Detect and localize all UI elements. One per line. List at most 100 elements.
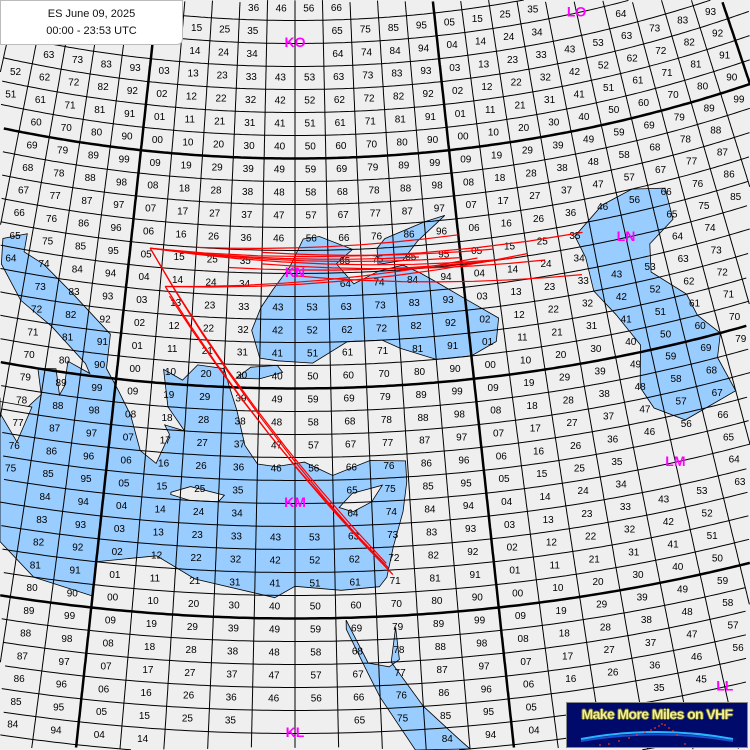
grid-square-label: 16 [175, 229, 187, 240]
grid-square-label: 61 [335, 118, 347, 129]
grid-square-label: 25 [500, 10, 512, 21]
grid-square-label: 93 [102, 291, 114, 302]
grid-square-label: 28 [526, 168, 538, 179]
qso-path [150, 247, 503, 266]
grid-square-label: 96 [110, 223, 122, 234]
grid-square-label: 63 [333, 72, 345, 83]
grid-square-label: 65 [354, 716, 366, 727]
grid-square-label: 85 [75, 242, 87, 253]
grid-square-label: 93 [465, 524, 477, 535]
qso-path [150, 247, 461, 263]
grid-square-label: 63 [678, 254, 690, 265]
grid-square-label: 75 [385, 484, 397, 495]
grid-square-label: 82 [393, 92, 405, 103]
grid-square-label: 75 [5, 464, 17, 475]
grid-square-label: 47 [273, 211, 285, 222]
grid-square-label: 96 [458, 455, 470, 466]
grid-square-label: 25 [207, 254, 219, 265]
latitude-line [1, 372, 750, 435]
grid-square-label: 85 [10, 697, 22, 708]
grid-square-label: 35 [527, 5, 539, 16]
grid-square-label: 72 [31, 305, 43, 316]
grid-square-label: 77 [395, 668, 407, 679]
longitude-line [488, 0, 604, 748]
grid-square-label: 79 [380, 392, 392, 403]
longitude-line [545, 1, 694, 750]
grid-square-label: 81 [62, 333, 74, 344]
grid-square-label: 73 [375, 300, 387, 311]
horizon-graphic [580, 723, 734, 746]
grid-square-label: 03 [477, 291, 489, 302]
grid-square-label: 89 [88, 150, 100, 161]
grid-square-label: 88 [435, 642, 447, 653]
grid-square-label: 90 [449, 364, 461, 375]
longitude-line [404, 1, 471, 749]
qso-paths [149, 231, 583, 575]
field-label: LL [716, 678, 734, 694]
latitude-line [2, 396, 748, 458]
grid-square-label: 64 [347, 509, 359, 520]
grid-square-label: 19 [146, 619, 158, 630]
grid-square-label: 67 [338, 210, 350, 221]
grid-square-label: 61 [689, 299, 701, 310]
grid-square-label: 85 [388, 23, 400, 34]
latitude-line [1, 180, 749, 251]
grid-square-label: 72 [376, 323, 388, 334]
grid-square-label: 51 [603, 83, 615, 94]
grid-square-label: 95 [53, 703, 65, 714]
grid-square-label: 08 [103, 639, 115, 650]
grid-square-label: 80 [431, 596, 443, 607]
grid-square-label: 27 [209, 208, 221, 219]
grid-square-label: 04 [447, 40, 459, 51]
grid-square-label: 70 [378, 369, 390, 380]
grid-square-label: 90 [472, 593, 484, 604]
grid-square-label: 07 [493, 429, 505, 440]
grid-square-label: 80 [59, 355, 71, 366]
latitude-line [1, 657, 747, 711]
grid-square-label: 22 [511, 78, 523, 89]
grid-square-label: 01 [482, 337, 494, 348]
grid-square-label: 00 [457, 132, 469, 143]
grid-square-label: 13 [188, 69, 200, 80]
grid-square-label: 03 [504, 520, 516, 531]
grid-square-label: 71 [377, 346, 389, 357]
grid-square-label: 12 [481, 82, 493, 93]
grid-square-label: 46 [691, 652, 703, 663]
grid-square-label: 50 [712, 553, 724, 564]
grid-square-label: 86 [403, 229, 415, 240]
grid-square-label: 81 [94, 105, 106, 116]
grid-square-label: 50 [310, 602, 322, 613]
grid-square-label: 84 [407, 275, 419, 286]
grid-square-label: 00 [107, 593, 119, 604]
grid-square-label: 84 [39, 492, 51, 503]
grid-square-label: 73 [72, 55, 84, 66]
grid-square-label: 08 [518, 634, 530, 645]
logo[interactable]: Make More Miles on VHF [566, 702, 748, 748]
grid-square-label: 69 [336, 164, 348, 175]
grid-square-label: 35 [611, 457, 623, 468]
grid-square-label: 87 [49, 424, 61, 435]
grid-square-label: 77 [12, 418, 24, 429]
grid-square-label: 19 [523, 378, 535, 389]
grid-square-label: 29 [187, 622, 199, 633]
grid-square-label: 92 [467, 547, 479, 558]
grid-square-label: 93 [130, 63, 142, 74]
qso-path [262, 248, 494, 256]
grid-square-label: 95 [483, 707, 495, 718]
grid-square-label: 11 [550, 560, 561, 571]
grid-square-label: 52 [598, 60, 610, 71]
grid-square-label: 13 [478, 59, 490, 70]
grid-square-label: 09 [460, 154, 472, 165]
grid-square-label: 59 [665, 352, 677, 363]
grid-square-label: 60 [350, 601, 362, 612]
grid-square-label: 58 [670, 374, 682, 385]
grid-square-label: 70 [391, 599, 403, 610]
grid-square-label: 91 [70, 566, 82, 577]
latitude-line [3, 10, 749, 90]
grid-square-label: 02 [134, 318, 146, 329]
grid-square-label: 96 [436, 227, 448, 238]
grid-square-label: 42 [270, 556, 282, 567]
qso-path [294, 274, 583, 283]
grid-square-label: 34 [232, 509, 244, 520]
grid-square-label: 58 [619, 150, 631, 161]
